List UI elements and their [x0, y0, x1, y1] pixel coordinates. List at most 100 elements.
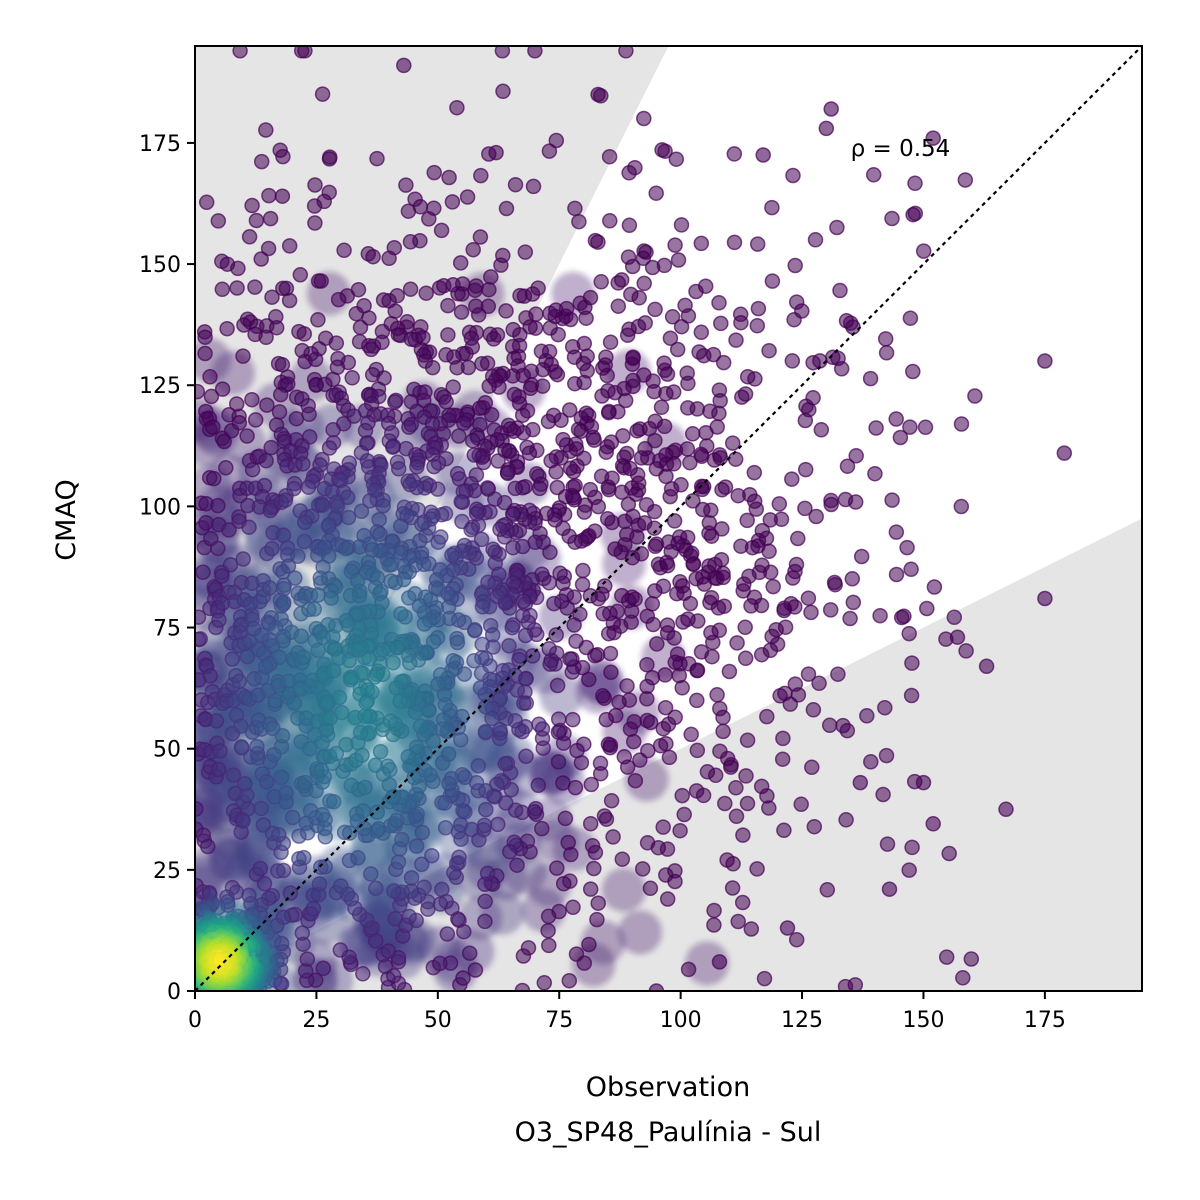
scatter-point	[811, 675, 827, 692]
scatter-point	[414, 824, 431, 841]
scatter-point	[550, 711, 567, 727]
scatter-point	[301, 406, 317, 423]
scatter-point	[219, 320, 235, 337]
scatter-point	[472, 680, 489, 696]
scatter-point	[478, 801, 494, 818]
scatter-point	[542, 656, 558, 672]
scatter-point	[394, 831, 410, 848]
scatter-point	[634, 861, 651, 877]
x-axis: 0 25 50 75 100 125 150 175	[188, 991, 1066, 1033]
scatter-point	[516, 695, 532, 711]
scatter-point	[467, 962, 484, 978]
scatter-point	[788, 294, 805, 310]
scatter-point	[888, 411, 904, 427]
scatter-point	[358, 694, 374, 711]
scatter-point	[590, 895, 606, 911]
scatter-point	[617, 392, 634, 409]
scatter-point	[271, 826, 287, 843]
scatter-point	[688, 783, 705, 799]
x-tick-label: 175	[1024, 1008, 1066, 1033]
scatter-point	[739, 512, 755, 529]
scatter-point	[453, 304, 470, 320]
scatter-point	[522, 319, 538, 335]
scatter-point	[629, 423, 645, 439]
scatter-point	[941, 845, 957, 862]
scatter-point	[522, 380, 539, 397]
scatter-point	[225, 767, 242, 783]
scatter-point	[481, 146, 497, 162]
scatter-point	[550, 754, 567, 770]
scatter-point	[680, 961, 697, 978]
scatter-point	[497, 756, 513, 772]
scatter-point	[636, 275, 652, 292]
scatter-point	[466, 447, 483, 463]
scatter-point	[305, 900, 322, 917]
scatter-point	[639, 691, 655, 707]
scatter-point	[603, 792, 620, 809]
scatter-point	[633, 450, 650, 466]
scatter-point	[333, 704, 350, 721]
scatter-point	[838, 313, 855, 329]
scatter-point	[762, 512, 779, 528]
scatter-point	[953, 498, 970, 515]
scatter-point	[845, 594, 862, 611]
y-tick-label: 125	[139, 374, 181, 399]
scatter-point	[838, 812, 854, 828]
scatter-point	[540, 922, 556, 939]
scatter-point	[724, 880, 741, 896]
scatter-point	[555, 775, 571, 791]
scatter-point	[776, 822, 792, 839]
scatter-point	[202, 369, 218, 385]
scatter-point	[333, 878, 349, 894]
scatter-point	[485, 541, 501, 557]
scatter-point	[713, 315, 729, 332]
scatter-point	[967, 388, 983, 404]
scatter-point	[695, 501, 711, 518]
scatter-point	[195, 609, 207, 625]
scatter-point	[639, 712, 655, 729]
scatter-point	[902, 310, 919, 326]
scatter-point	[332, 942, 349, 958]
scatter-point	[540, 908, 557, 925]
scatter-point	[325, 793, 342, 810]
scatter-point	[735, 583, 751, 599]
y-tick-label: 100	[139, 495, 181, 520]
scatter-point	[239, 428, 255, 444]
scatter-point	[197, 329, 213, 345]
scatter-point	[607, 541, 623, 557]
scatter-point	[398, 177, 414, 193]
scatter-point	[211, 612, 227, 628]
scatter-point	[903, 561, 919, 578]
scatter-point	[387, 911, 403, 927]
scatter-point	[963, 951, 980, 967]
scatter-point	[210, 540, 226, 557]
scatter-point	[421, 211, 437, 227]
scatter-point	[403, 870, 420, 886]
scatter-point	[540, 413, 557, 430]
scatter-point	[583, 776, 600, 793]
scatter-point	[905, 206, 921, 223]
scatter-point	[787, 676, 804, 692]
scatter-point	[600, 736, 617, 753]
scatter-point	[499, 465, 516, 482]
scatter-point	[473, 167, 489, 184]
scatter-point	[280, 376, 296, 392]
scatter-point	[567, 200, 583, 217]
scatter-point	[367, 757, 384, 774]
scatter-point	[372, 743, 389, 760]
scatter-point	[616, 749, 633, 765]
scatter-point	[505, 539, 521, 556]
scatter-point	[264, 540, 280, 557]
scatter-point	[268, 319, 285, 336]
scatter-point	[280, 558, 297, 574]
scatter-point	[531, 716, 547, 733]
scatter-point	[739, 368, 756, 385]
scatter-point	[647, 583, 663, 599]
scatter-point	[575, 562, 591, 579]
scatter-point	[364, 542, 380, 558]
scatter-point	[224, 651, 241, 667]
scatter-point	[627, 772, 644, 789]
y-tick-label: 150	[139, 253, 181, 278]
scatter-point	[449, 359, 465, 376]
scatter-point	[620, 496, 637, 513]
